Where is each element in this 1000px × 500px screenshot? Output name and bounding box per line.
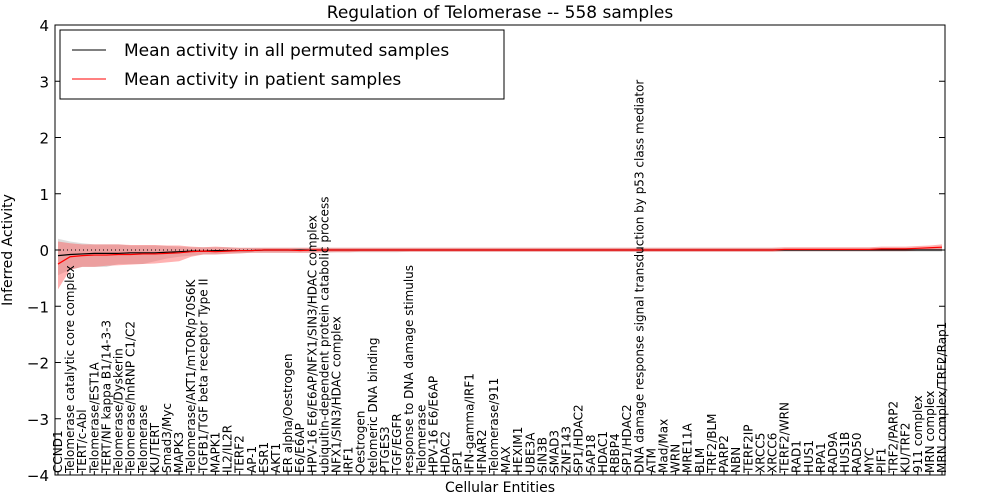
x-tick-label: response to DNA damage stimulus: [402, 265, 416, 473]
x-tick-label: IFN-gamma/IRF1: [463, 373, 477, 473]
x-tick-label: Smad3/Myc: [160, 403, 174, 473]
x-tick-label: SP1/HDAC2: [620, 404, 634, 473]
x-tick-label: telomeric DNA binding: [366, 338, 380, 474]
x-tick-label: Telomerase/AKT1/mTOR/p70S6K: [184, 278, 198, 474]
x-tick-label: ESR1: [257, 442, 271, 473]
x-tick-label: HUS1B: [838, 432, 852, 473]
y-tick-label: 1: [39, 186, 49, 204]
x-tick-label: NBN: [729, 447, 743, 473]
x-tick-label: Telomerase/Dyskerin: [112, 348, 126, 474]
x-tick-label: TERF2IP: [741, 424, 755, 474]
x-tick-label: HEXIM1: [511, 427, 525, 473]
x-tick-label: Telomerase: [136, 405, 150, 474]
x-tick-label: XRCC5: [753, 433, 767, 473]
y-axis: −4 −3 −2 −1 0 1 2 3 4: [27, 17, 945, 485]
x-tick-label: SMAD3: [547, 430, 561, 473]
x-tick-label: E6/E6AP: [293, 423, 307, 473]
x-tick-label: RAD1: [790, 440, 804, 473]
x-tick-label: RPA1: [814, 442, 828, 473]
x-tick-label: AP-1: [245, 446, 259, 473]
x-tick-label: HPV-16 E6/E6AP/NFX1/SIN3/HDAC complex: [305, 215, 319, 473]
band-permuted: [58, 238, 942, 276]
x-tick-label: IRF1: [342, 447, 356, 473]
x-tick-label: MAPK3: [172, 432, 186, 473]
x-tick-label: TERT/c-Abl: [75, 409, 89, 474]
confidence-bands: [58, 238, 942, 290]
x-tick-label: HPV-16 E6/E6AP: [426, 376, 440, 473]
x-tick-label: Telomerase/hnRNP C1/C2: [124, 321, 138, 474]
x-tick-label: SP1: [451, 451, 465, 474]
x-tick-label: SAP18: [584, 434, 598, 473]
x-tick-label: Mad/Max: [656, 419, 670, 473]
y-tick-label: 0: [39, 242, 49, 260]
x-tick-label: Telomerase/911: [487, 378, 501, 474]
x-tick-label: NFX1/SIN3/HDAC complex: [330, 316, 344, 473]
chart-title: Regulation of Telomerase -- 558 samples: [327, 3, 674, 23]
x-tick-label: PTGES3: [378, 426, 392, 473]
x-tick-label: Oestrogen: [354, 411, 368, 473]
x-tick-label: TRF2/PARP2: [887, 401, 901, 474]
series-line-patient: [57, 246, 943, 265]
x-tick-label: HUS1: [802, 440, 816, 473]
y-axis-label: Inferred Activity: [0, 194, 16, 306]
plot-frame: [54, 24, 946, 476]
x-tick-label: TERT/NF kappa B1/14-3-3: [99, 320, 113, 474]
x-tick-label: SIN3B: [535, 437, 549, 473]
x-tick-label: TGF/EGFR: [390, 413, 404, 474]
x-tick-label: DNA damage response signal transduction …: [632, 80, 646, 473]
x-tick-label: TERF2: [233, 435, 247, 474]
x-tick-label: KU/TERT: [148, 422, 162, 473]
x-tick-label: PARP2: [717, 435, 731, 473]
x-tick-label: IL2/IL2R: [221, 425, 235, 473]
x-tick-label: ubiquitin-dependent protein catabolic pr…: [317, 197, 331, 473]
y-tick-label: −3: [27, 411, 49, 429]
x-tick-label: Telomerase/EST1A: [87, 361, 101, 474]
x-tick-label: BLM: [693, 448, 707, 473]
x-tick-label: HDAC1: [596, 431, 610, 473]
x-tick-label: SP1/HDAC2: [572, 404, 586, 473]
x-tick-label: RAD9A: [826, 431, 840, 473]
legend: Mean activity in all permuted samples Me…: [59, 29, 505, 100]
x-tick-label: WRN: [669, 444, 683, 473]
x-tick-label: ER alpha/Oestrogen: [281, 354, 295, 473]
x-tick-label: MRN complex/TRF2/Rap1: [935, 322, 949, 473]
y-tick-label: 2: [39, 130, 49, 148]
x-tick-label: RBBP4: [608, 433, 622, 473]
x-tick-label: UBE3A: [523, 432, 537, 473]
x-tick-label: PIF1: [874, 448, 888, 473]
legend-box: [59, 29, 505, 100]
legend-label-patient: Mean activity in patient samples: [124, 70, 401, 90]
x-tick-label: KU/TRF2: [899, 422, 913, 473]
y-tick-label: −2: [27, 355, 49, 373]
legend-label-permuted: Mean activity in all permuted samples: [124, 41, 449, 61]
x-tick-label: MAPK1: [208, 432, 222, 473]
x-tick-label: 911 complex: [911, 395, 925, 473]
x-tick-label: Telomerase catalytic core complex: [63, 265, 77, 474]
x-tick-label: MRN complex: [923, 391, 937, 473]
y-tick-label: 4: [39, 17, 49, 35]
x-tick-label: XRCC6: [765, 433, 779, 473]
x-tick-label: MRE11A: [681, 422, 695, 473]
y-tick-label: −1: [27, 298, 49, 316]
x-tick-label: TRF2/BLM: [705, 413, 719, 474]
y-tick-label: −4: [27, 467, 49, 485]
band-patient: [58, 241, 942, 290]
x-tick-label: MYC: [862, 448, 876, 473]
x-tick-label: MAX: [499, 446, 513, 473]
x-tick-label: AKT1: [269, 443, 283, 473]
x-tick-label: TGFB1/TGF beta receptor Type II: [196, 278, 210, 474]
y-tick-label: 3: [39, 73, 49, 91]
x-tick-label: IFNAR2: [475, 429, 489, 473]
x-tick-label: TERF2/WRN: [778, 402, 792, 474]
x-tick-label: ATM: [644, 448, 658, 473]
x-tick-label: RAD50: [850, 432, 864, 473]
x-tick-label: HDAC2: [439, 431, 453, 473]
series-lines: [57, 246, 943, 265]
x-axis-label: Cellular Entities: [445, 480, 555, 496]
x-tick-label: Telomerase: [414, 405, 428, 474]
x-tick-label: ZNF143: [560, 426, 574, 473]
